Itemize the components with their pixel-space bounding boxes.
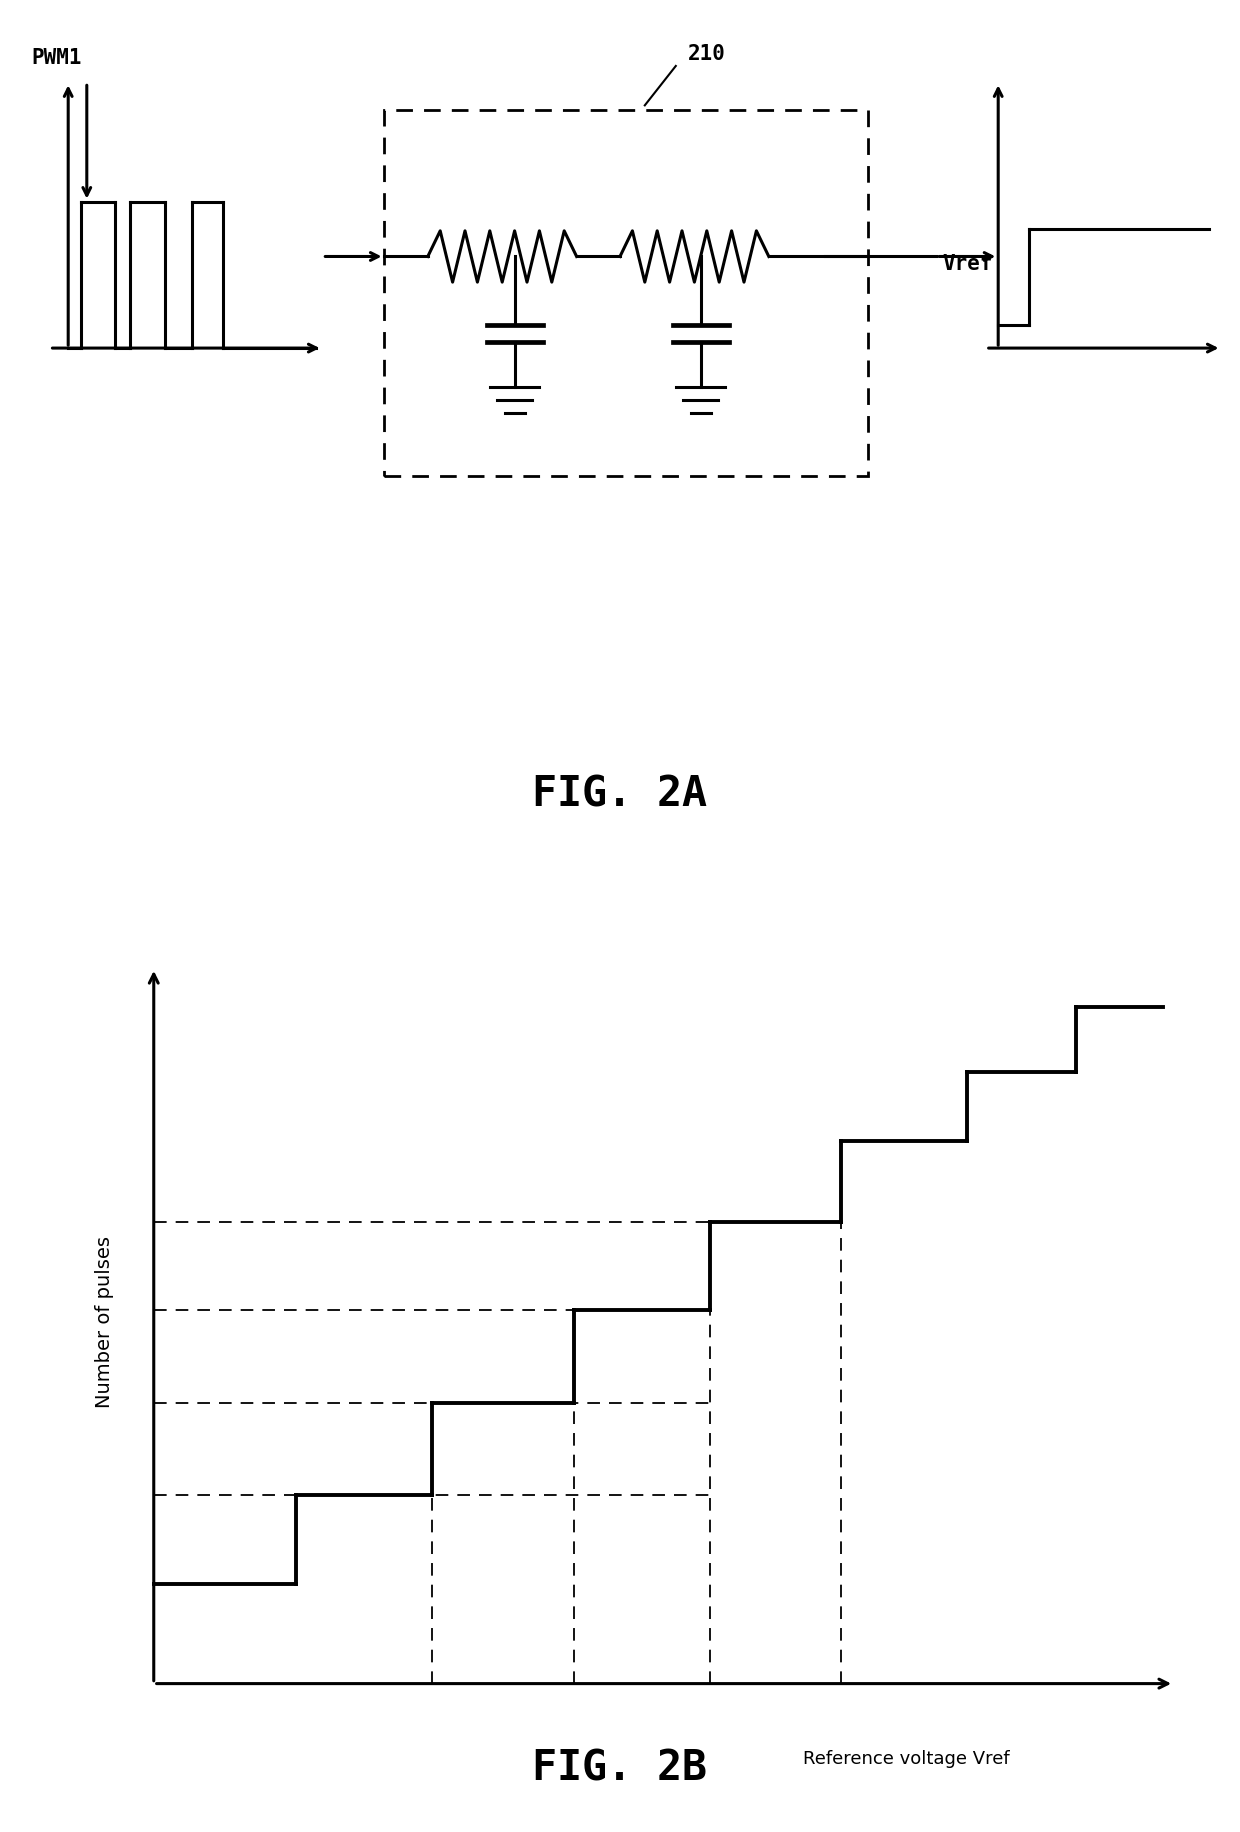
Text: 210: 210 — [688, 44, 727, 64]
Bar — [384, 110, 868, 476]
Text: FIG. 2B: FIG. 2B — [532, 1748, 708, 1790]
Text: PWM1: PWM1 — [31, 48, 82, 68]
Text: Reference voltage Vref: Reference voltage Vref — [804, 1750, 1011, 1768]
Text: FIG. 2A: FIG. 2A — [532, 773, 708, 815]
Text: Number of pulses: Number of pulses — [95, 1237, 114, 1409]
Text: Vref: Vref — [942, 255, 993, 275]
